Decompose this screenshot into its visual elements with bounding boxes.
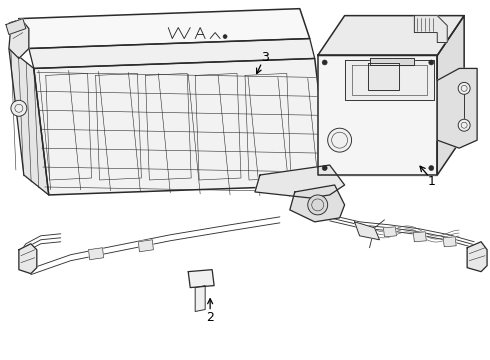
Circle shape [458, 119, 470, 131]
Text: 1: 1 [427, 175, 435, 189]
Polygon shape [195, 285, 205, 311]
Polygon shape [368, 63, 399, 90]
Polygon shape [34, 58, 330, 195]
Polygon shape [355, 222, 379, 240]
Circle shape [429, 60, 434, 65]
Polygon shape [255, 165, 344, 198]
Polygon shape [290, 185, 344, 222]
Circle shape [322, 166, 327, 171]
Circle shape [429, 166, 434, 171]
Text: 2: 2 [206, 311, 214, 324]
Polygon shape [437, 15, 464, 175]
Polygon shape [29, 39, 315, 68]
Polygon shape [188, 270, 214, 288]
Polygon shape [369, 58, 415, 66]
Polygon shape [138, 240, 153, 252]
Circle shape [328, 128, 352, 152]
Polygon shape [9, 19, 29, 58]
Polygon shape [467, 242, 487, 272]
Polygon shape [344, 60, 434, 100]
Polygon shape [318, 55, 437, 175]
Polygon shape [19, 244, 37, 274]
Polygon shape [443, 237, 456, 247]
Polygon shape [6, 19, 26, 35]
Polygon shape [318, 15, 464, 55]
Polygon shape [9, 49, 49, 195]
Polygon shape [437, 68, 477, 148]
Text: 3: 3 [261, 51, 269, 64]
Circle shape [11, 100, 27, 116]
Circle shape [223, 35, 227, 39]
Circle shape [458, 82, 470, 94]
Polygon shape [89, 248, 103, 260]
Circle shape [308, 195, 328, 215]
Polygon shape [414, 232, 426, 242]
Polygon shape [19, 9, 310, 49]
Polygon shape [384, 227, 396, 237]
Circle shape [322, 60, 327, 65]
Polygon shape [415, 15, 447, 42]
